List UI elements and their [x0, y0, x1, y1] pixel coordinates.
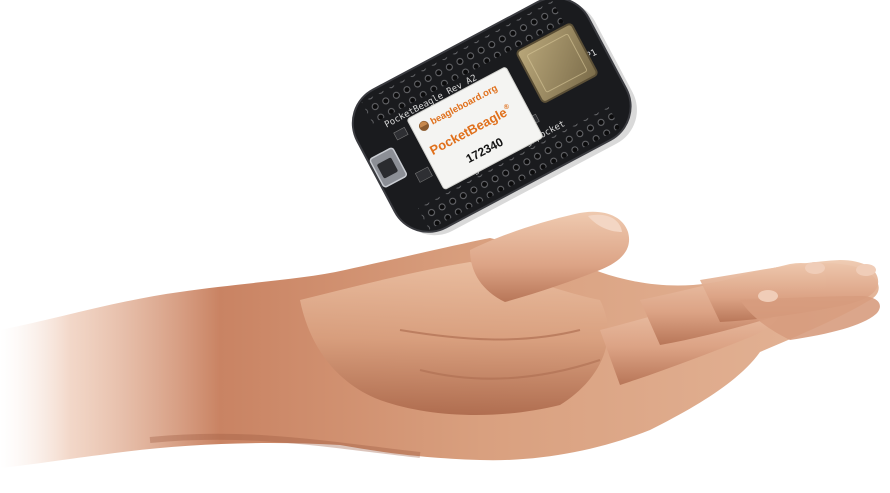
hand [0, 212, 880, 468]
index-nail [758, 290, 778, 302]
ring-nail [856, 264, 876, 276]
middle-nail [805, 262, 825, 274]
